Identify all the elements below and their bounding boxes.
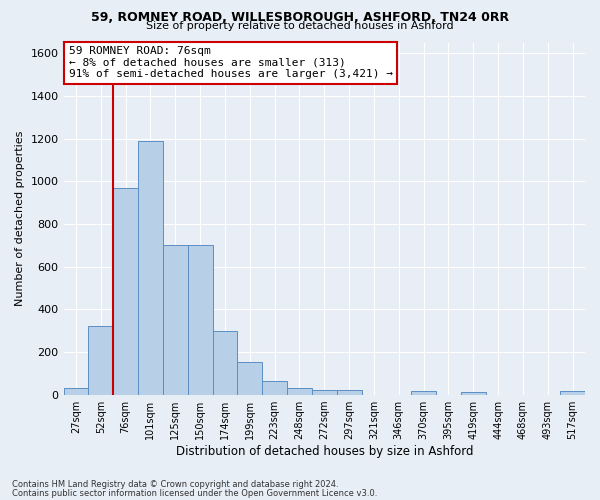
Bar <box>337 390 362 394</box>
X-axis label: Distribution of detached houses by size in Ashford: Distribution of detached houses by size … <box>176 444 473 458</box>
Text: 59 ROMNEY ROAD: 76sqm
← 8% of detached houses are smaller (313)
91% of semi-deta: 59 ROMNEY ROAD: 76sqm ← 8% of detached h… <box>69 46 393 79</box>
Bar <box>188 245 212 394</box>
Text: 59, ROMNEY ROAD, WILLESBOROUGH, ASHFORD, TN24 0RR: 59, ROMNEY ROAD, WILLESBOROUGH, ASHFORD,… <box>91 11 509 24</box>
Bar <box>163 245 188 394</box>
Bar <box>560 392 585 394</box>
Bar <box>312 390 337 394</box>
Bar <box>138 140 163 394</box>
Text: Size of property relative to detached houses in Ashford: Size of property relative to detached ho… <box>146 21 454 31</box>
Text: Contains public sector information licensed under the Open Government Licence v3: Contains public sector information licen… <box>12 488 377 498</box>
Bar <box>287 388 312 394</box>
Bar <box>88 326 113 394</box>
Bar <box>238 362 262 394</box>
Bar <box>461 392 485 394</box>
Y-axis label: Number of detached properties: Number of detached properties <box>15 131 25 306</box>
Bar <box>411 392 436 394</box>
Bar <box>262 380 287 394</box>
Bar <box>113 188 138 394</box>
Bar <box>64 388 88 394</box>
Text: Contains HM Land Registry data © Crown copyright and database right 2024.: Contains HM Land Registry data © Crown c… <box>12 480 338 489</box>
Bar <box>212 330 238 394</box>
